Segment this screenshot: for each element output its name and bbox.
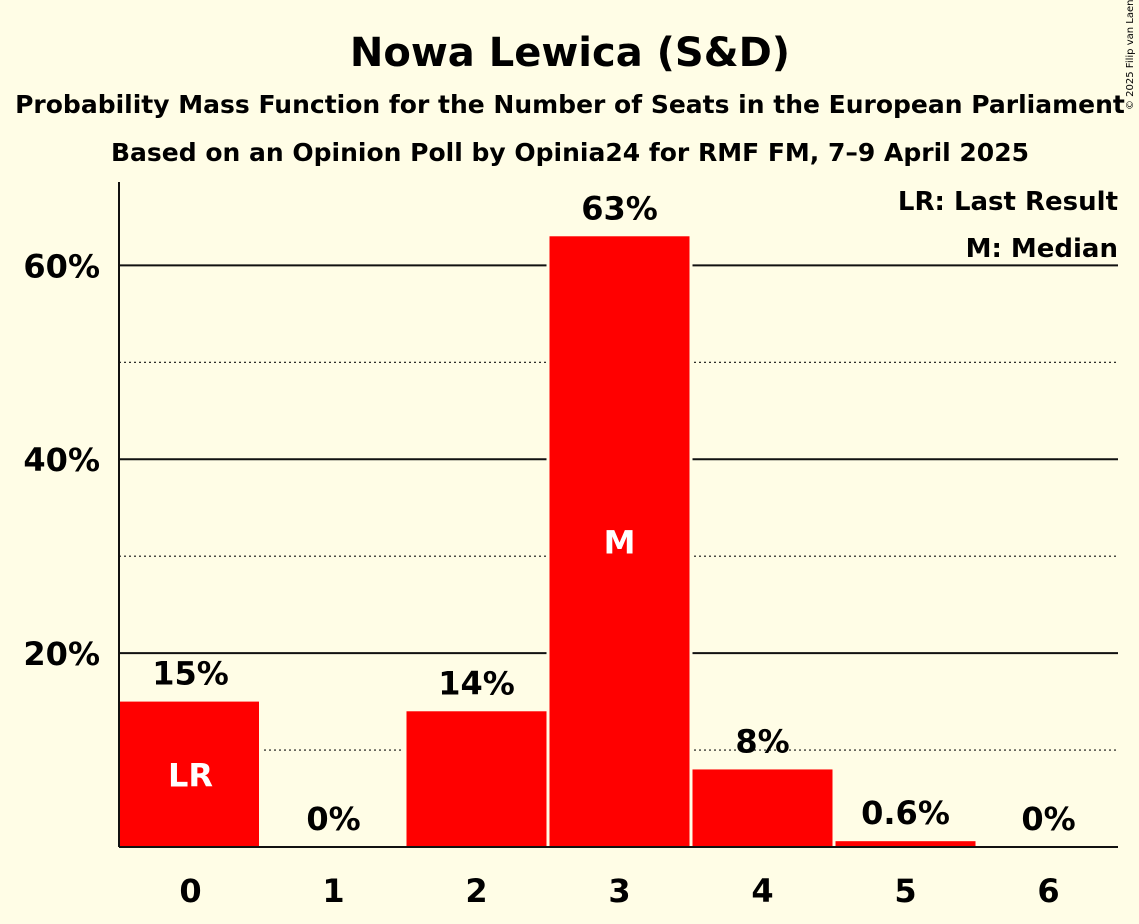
y-tick-label: 20% xyxy=(23,635,100,673)
chart-subtitle: Probability Mass Function for the Number… xyxy=(15,90,1125,119)
chart-subtitle-2: Based on an Opinion Poll by Opinia24 for… xyxy=(111,138,1029,167)
bar xyxy=(692,769,833,847)
axes-layer: 20% 40% 60% 0 1 2 3 4 5 6 xyxy=(23,182,1118,910)
bar-value-label: 63% xyxy=(581,189,658,227)
y-tick-label: 60% xyxy=(23,247,100,285)
bar xyxy=(406,711,547,847)
legend-median: M: Median xyxy=(966,234,1118,264)
legend-last-result: LR: Last Result xyxy=(898,187,1118,217)
bar-value-label: 0% xyxy=(1021,800,1075,838)
bar-value-label: 8% xyxy=(735,722,789,760)
bar xyxy=(119,701,259,847)
bar-value-label: 15% xyxy=(152,655,229,693)
x-tick-label: 2 xyxy=(465,872,487,910)
x-tick-label: 1 xyxy=(322,872,344,910)
copyright-text: © 2025 Filip van Laenen xyxy=(1125,0,1136,110)
bar-inner-label: LR xyxy=(168,756,213,794)
y-tick-label: 40% xyxy=(23,441,100,479)
bar-value-label: 14% xyxy=(438,664,515,702)
x-tick-label: 5 xyxy=(894,872,916,910)
x-tick-label: 6 xyxy=(1037,872,1059,910)
chart-title: Nowa Lewica (S&D) xyxy=(350,30,790,76)
x-tick-label: 0 xyxy=(179,872,201,910)
labels-layer: 15% LR 0% 14% 63% M 8% 0.6% 0% xyxy=(152,189,1075,838)
bar xyxy=(549,236,690,848)
bar-value-label: 0% xyxy=(306,800,360,838)
bars-layer xyxy=(116,233,979,848)
bar xyxy=(835,841,976,847)
bar-inner-label: M xyxy=(604,524,636,562)
bar-value-label: 0.6% xyxy=(861,794,950,832)
x-tick-label: 4 xyxy=(751,872,773,910)
x-tick-label: 3 xyxy=(608,872,630,910)
